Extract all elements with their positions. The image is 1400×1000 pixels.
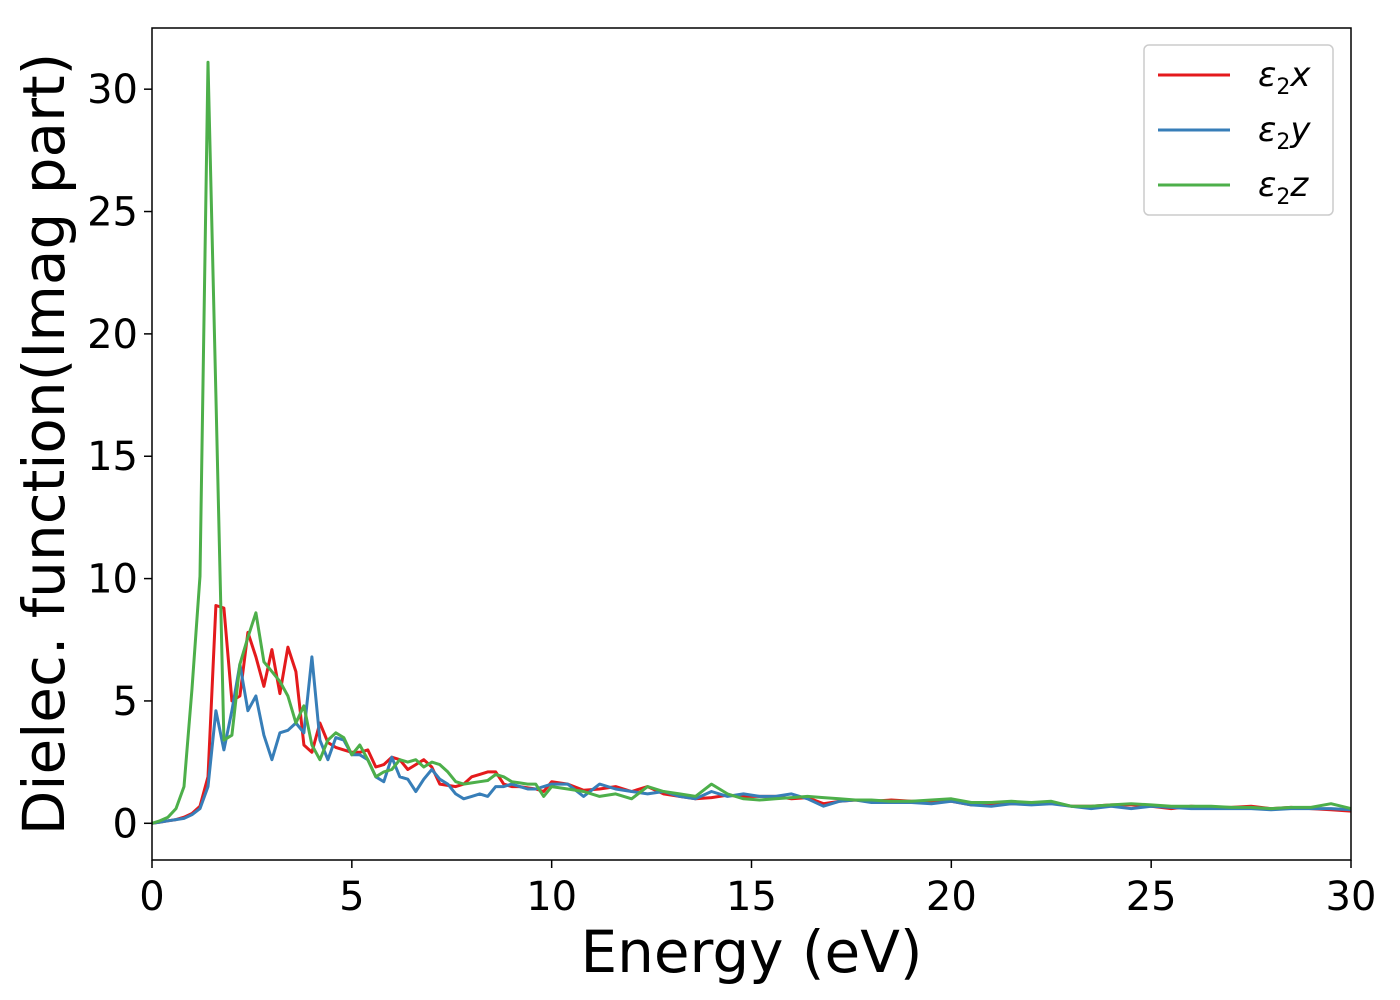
x-axis-title: Energy (eV) [580,918,922,986]
x-tick-label: 10 [526,874,577,920]
x-tick-label: 20 [926,874,977,920]
y-tick-label: 30 [87,67,138,113]
x-tick-label: 0 [139,874,164,920]
y-axis-title: Dielec. function(Imag part) [10,53,78,836]
x-tick-label: 25 [1126,874,1177,920]
legend-label: ε2x [1258,55,1311,100]
legend-label: ε2y [1258,110,1311,155]
series-layer [151,60,1352,825]
x-axis: 0 5 10 15 20 25 30 [139,860,1376,920]
x-tick-label: 30 [1326,874,1377,920]
legend-box [1143,44,1334,216]
y-tick-label: 10 [87,557,138,603]
legend-label: ε2z [1258,165,1309,210]
y-tick-label: 25 [87,190,138,236]
x-tick-label: 15 [726,874,777,920]
y-tick-label: 20 [87,312,138,358]
series-line-3 [151,60,1352,825]
series-line-1 [151,604,1352,825]
y-tick-label: 15 [87,434,138,480]
series-line-2 [151,655,1352,825]
x-tick-label: 5 [339,874,364,920]
legend: ε2x ε2y ε2z [1143,44,1334,216]
y-tick-label: 0 [113,801,138,847]
y-axis: 0 5 10 15 20 25 30 [87,67,152,847]
y-tick-label: 5 [113,679,138,725]
